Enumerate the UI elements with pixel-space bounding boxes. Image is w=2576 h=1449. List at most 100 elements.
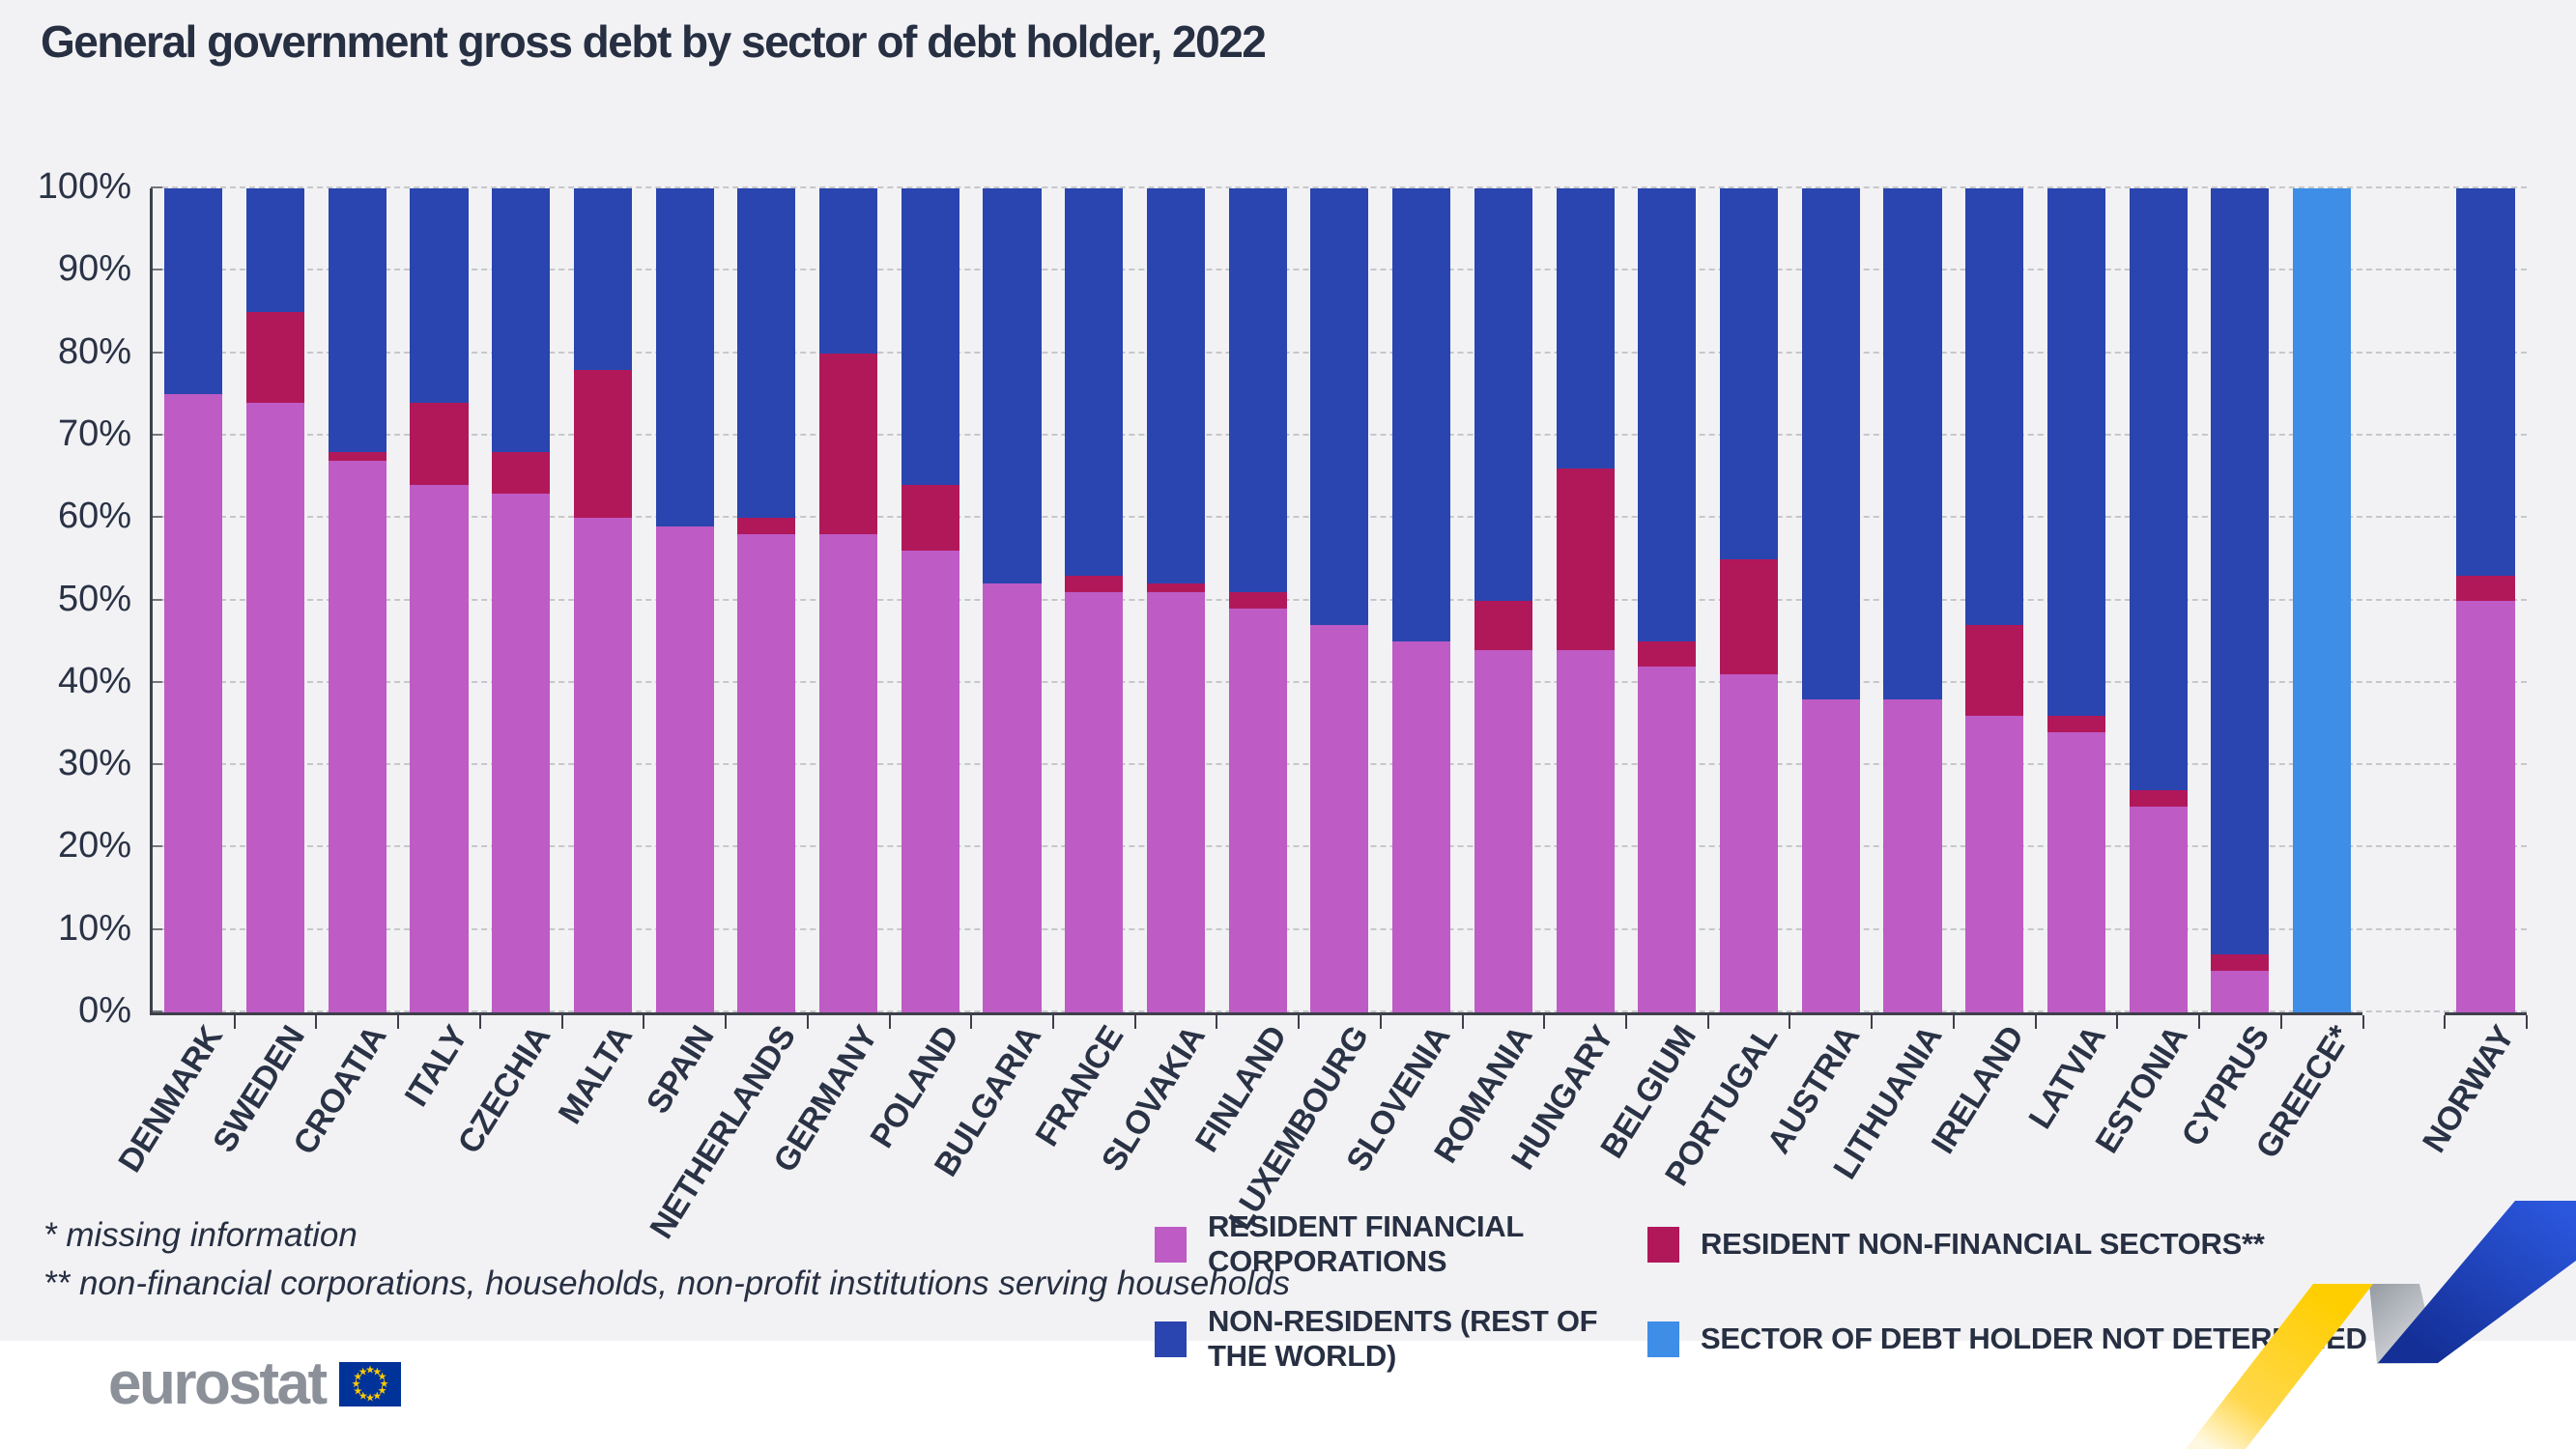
chart-plot-area: 0% 10% 20% 30% 40% 50% 60% 70% 80% 90% 100% DENMAR… — [38, 166, 2528, 1245]
stacked-bar — [2046, 188, 2105, 1012]
legend-item-nonresidents: NON-RESIDENTS (REST OF THE WORLD) — [1155, 1304, 1647, 1374]
segment-nonfinancial — [492, 451, 551, 494]
x-axis-label-spain: SPAIN — [639, 1019, 722, 1121]
y-axis-tick — [151, 516, 162, 519]
segment-nonfinancial — [328, 451, 386, 461]
x-axis-tick — [2444, 1015, 2447, 1029]
stacked-bar — [1556, 188, 1615, 1012]
segment-nonresidents — [1638, 188, 1697, 642]
eu-flag-star: ★ — [351, 1378, 360, 1390]
y-axis-label-40%: 40% — [57, 660, 131, 701]
x-axis-tick — [1706, 1015, 1709, 1029]
segment-financial — [1146, 591, 1206, 1012]
stacked-bar — [328, 188, 386, 1012]
segment-nonfinancial — [246, 311, 305, 403]
segment-nonresidents — [1146, 188, 1206, 584]
segment-financial — [1638, 666, 1697, 1012]
x-axis-tick — [397, 1015, 400, 1029]
x-axis-label-malta: MALTA — [551, 1019, 640, 1131]
segment-nonresidents — [1883, 188, 1942, 699]
eu-flag-star: ★ — [377, 1372, 386, 1383]
x-axis-tick — [1216, 1015, 1218, 1029]
segment-nonfinancial — [1556, 469, 1615, 650]
segment-financial — [328, 460, 386, 1012]
ribbon-yellow-segment — [2186, 1284, 2373, 1449]
y-axis-label-20%: 20% — [57, 825, 131, 867]
segment-nonresidents — [1556, 188, 1615, 469]
stacked-bar — [492, 188, 551, 1012]
y-axis-tick — [151, 433, 162, 436]
eu-flag-star: ★ — [372, 1391, 382, 1403]
chart-legend: RESIDENT FINANCIAL CORPORATIONS RESIDENT … — [1155, 1209, 2367, 1374]
bar-slot-norway: NORWAY — [2416, 188, 2527, 1159]
segment-nonresidents — [2046, 188, 2105, 716]
x-axis-tick — [2116, 1015, 2119, 1029]
legend-swatch-financial — [1155, 1226, 1187, 1263]
segment-financial — [819, 534, 878, 1012]
segment-financial — [1310, 625, 1369, 1012]
bar-slot-italy: ITALY — [398, 188, 480, 1113]
x-axis-tick — [970, 1015, 973, 1029]
segment-nonresidents — [1228, 188, 1287, 592]
segment-nonfinancial — [1965, 625, 2024, 716]
segment-nonresidents — [2456, 188, 2515, 576]
bar-slot-france: FRANCE — [1028, 188, 1135, 1152]
segment-financial — [983, 583, 1042, 1012]
eu-flag-star: ★ — [353, 1372, 362, 1383]
stacked-bar — [2129, 188, 2188, 1012]
stacked-bar — [901, 188, 959, 1012]
y-axis-label-50%: 50% — [57, 578, 131, 619]
stacked-bar — [2292, 188, 2352, 1012]
x-axis-tick — [1952, 1015, 1955, 1029]
eu-flag-star: ★ — [379, 1378, 388, 1390]
x-axis-label-norway: NORWAY — [2416, 1019, 2523, 1159]
segment-nonresidents — [1801, 188, 1860, 699]
x-axis-tick — [315, 1015, 318, 1029]
footnote-missing-information: * missing information — [43, 1216, 358, 1254]
stacked-bar — [1719, 188, 1779, 1012]
bar-slot-germany: GERMANY — [766, 188, 890, 1179]
legend-item-nonfinancial: RESIDENT NON-FINANCIAL SECTORS** — [1647, 1209, 2367, 1279]
eu-flag-star: ★ — [358, 1366, 367, 1378]
stacked-bar — [573, 188, 633, 1012]
segment-financial — [1883, 698, 1942, 1012]
segment-nonresidents — [492, 188, 551, 452]
segment-nonresidents — [573, 188, 633, 370]
bar-slot-lithuania: LITHUANIA — [1826, 188, 1954, 1185]
bar-slot-croatia: CROATIA — [286, 188, 398, 1161]
legend-swatch-notdetermined — [1647, 1321, 1679, 1357]
legend-label-nonresidents: NON-RESIDENTS (REST OF THE WORLD) — [1208, 1304, 1598, 1373]
segment-financial — [2129, 806, 2188, 1012]
segment-financial — [1474, 649, 1532, 1012]
x-axis-tick — [1543, 1015, 1546, 1029]
segment-financial — [573, 518, 633, 1012]
segment-nonresidents — [1965, 188, 2024, 626]
y-axis-tick — [151, 927, 162, 930]
segment-nonresidents — [1474, 188, 1532, 601]
y-axis-tick — [151, 845, 162, 848]
eu-flag-star: ★ — [365, 1393, 375, 1405]
bar-slot-portugal: PORTUGAL — [1658, 188, 1790, 1192]
stacked-bar — [1310, 188, 1369, 1012]
stacked-bar — [819, 188, 878, 1012]
x-axis-label-denmark: DENMARK — [111, 1019, 230, 1179]
y-axis-line — [150, 188, 153, 1015]
bar-slot-luxembourg: LUXEMBOURG — [1221, 188, 1381, 1236]
y-axis-tick — [151, 763, 162, 766]
segment-financial — [492, 493, 551, 1012]
stacked-bar — [1065, 188, 1124, 1012]
segment-nonresidents — [410, 188, 469, 403]
bar-slot-poland: POLAND — [864, 188, 971, 1154]
segment-nonfinancial — [2046, 715, 2105, 732]
footnote-non-financial-definition: ** non-financial corporations, household… — [43, 1264, 1290, 1302]
segment-nonfinancial — [1638, 641, 1697, 667]
y-axis-label-80%: 80% — [57, 330, 131, 372]
y-axis-tick — [151, 186, 162, 188]
x-axis-label-latvia: LATVIA — [2021, 1019, 2113, 1136]
segment-nonresidents — [246, 188, 305, 312]
bar-slots: DENMARK SWEDEN CROATIA ITALY CZECHIA MALTA SPA… — [111, 188, 2527, 1245]
segment-financial — [655, 526, 714, 1012]
bar-slot-belgium: BELGIUM — [1593, 188, 1708, 1165]
segment-nonfinancial — [1719, 558, 1779, 675]
x-axis-line-norway — [2445, 1012, 2527, 1015]
